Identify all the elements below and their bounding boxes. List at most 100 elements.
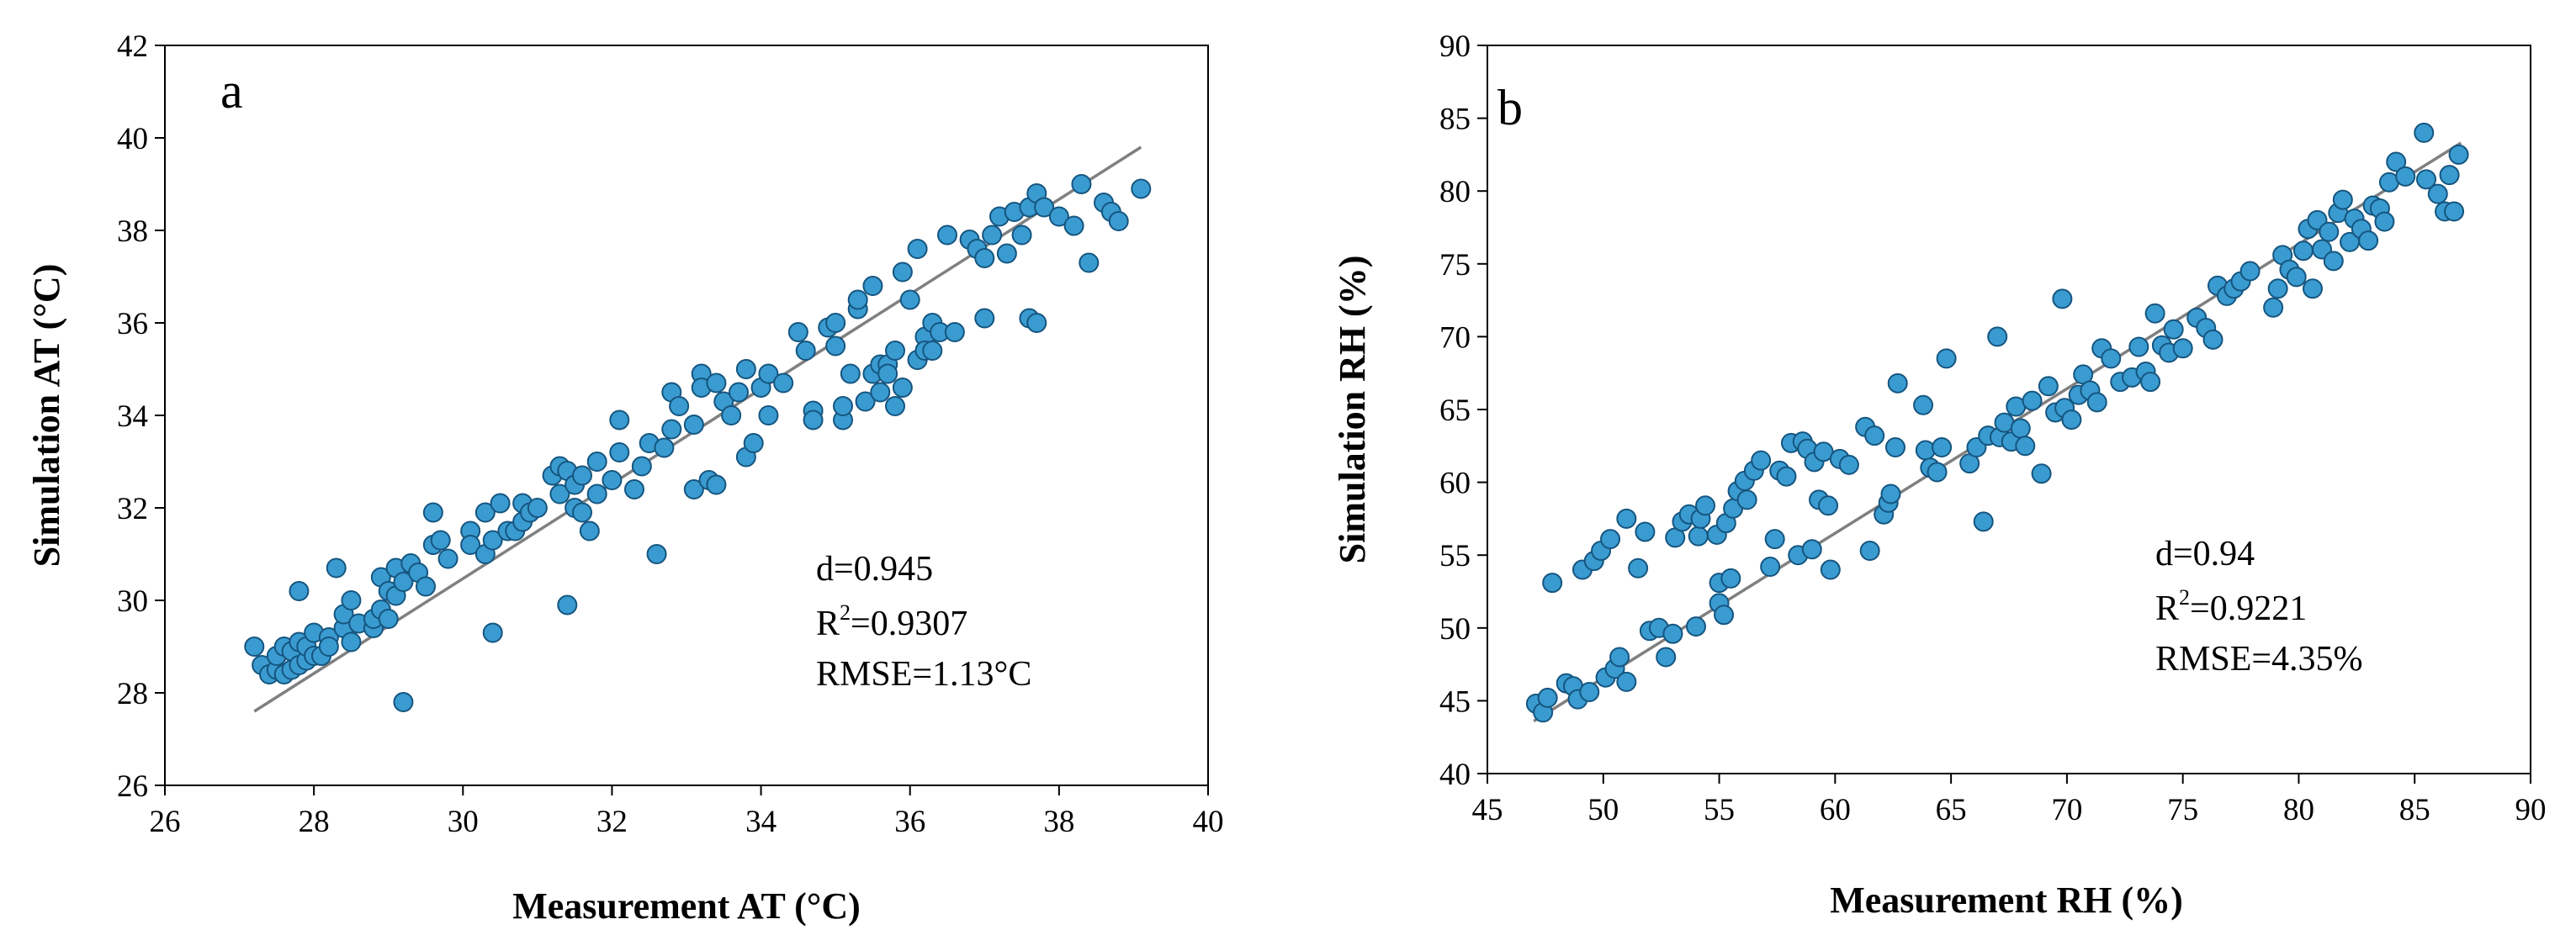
y-tick-label: 85 (1439, 103, 1471, 137)
data-point (1688, 526, 1709, 547)
stat-rmse-b: RMSE=4.35% (2155, 640, 2363, 679)
data-point (1011, 225, 1032, 246)
data-point (2052, 288, 2073, 309)
data-point (1838, 454, 1859, 475)
data-point (1079, 252, 1100, 273)
data-point (1936, 348, 1957, 369)
data-point (803, 409, 824, 431)
data-point (1714, 605, 1735, 626)
data-point (1987, 326, 2008, 347)
data-point (1760, 557, 1781, 578)
data-point (2332, 189, 2353, 210)
data-point (586, 483, 607, 505)
data-point (572, 465, 592, 486)
stat-r2-a: R2=0.9307 (816, 600, 967, 643)
x-tick-label: 85 (2399, 793, 2430, 827)
data-point (683, 479, 704, 499)
data-point (1108, 211, 1129, 231)
y-tick-label: 70 (1439, 320, 1471, 355)
stat-r2-prefix-a: R (816, 605, 840, 643)
y-tick-label: 28 (117, 677, 148, 711)
data-point (1915, 440, 1936, 461)
y-tick-label: 45 (1439, 684, 1471, 719)
data-point (2374, 211, 2395, 232)
data-point (2302, 278, 2323, 299)
data-point (557, 594, 578, 616)
stat-rmse-a: RMSE=1.13°C (816, 655, 1031, 694)
data-point (527, 498, 548, 518)
data-point (482, 530, 503, 551)
data-point (2414, 122, 2435, 143)
data-point (743, 433, 764, 453)
x-ticks-b: 45 50 55 60 65 70 75 80 85 90 (1472, 774, 2547, 827)
data-point (870, 382, 891, 403)
data-point (1026, 313, 1047, 333)
data-point (2086, 392, 2107, 413)
data-point (1887, 372, 1908, 394)
data-point (825, 313, 846, 333)
data-point (729, 382, 749, 403)
y-tick-label: 65 (1439, 394, 1471, 428)
data-point (885, 396, 905, 416)
y-tick-label: 40 (117, 122, 148, 156)
data-point (318, 637, 339, 657)
scatter-points-a (244, 174, 1152, 712)
data-point (654, 437, 675, 458)
data-point (735, 359, 756, 379)
data-point (1616, 508, 1637, 529)
y-tick-label: 90 (1439, 29, 1471, 64)
y-tick-label: 50 (1439, 612, 1471, 647)
data-point (1063, 215, 1084, 236)
data-point (907, 239, 928, 259)
y-tick-label: 60 (1439, 467, 1471, 501)
data-point (840, 363, 861, 384)
data-point (787, 322, 808, 342)
data-point (892, 262, 913, 283)
data-point (2286, 267, 2307, 288)
data-point (416, 576, 436, 597)
data-point (2395, 166, 2416, 187)
data-point (430, 530, 451, 551)
data-point (922, 341, 943, 361)
data-point (437, 548, 458, 569)
x-axis-title-a: Measurement AT (°C) (512, 885, 861, 927)
y-tick-label: 30 (117, 584, 148, 619)
data-point (825, 335, 846, 357)
data-point (1131, 178, 1152, 199)
data-point (2267, 278, 2288, 299)
y-tick-label: 75 (1439, 248, 1471, 283)
data-point (2061, 409, 2082, 431)
stat-r2-value-b: =0.9221 (2190, 589, 2307, 628)
y-tick-label: 36 (117, 307, 148, 341)
y-tick-label: 34 (117, 399, 148, 434)
stat-d-a: d=0.945 (816, 550, 933, 589)
data-point (833, 396, 853, 416)
x-tick-label: 70 (2051, 793, 2082, 827)
data-point (669, 396, 690, 416)
data-point (1537, 687, 1558, 708)
data-point (982, 225, 1003, 246)
data-point (2144, 303, 2165, 324)
y-axis-title-b: Simulation RH (%) (1332, 256, 1373, 564)
data-point (892, 378, 913, 398)
data-point (1859, 541, 1880, 562)
x-tick-label: 34 (745, 805, 777, 839)
data-point (602, 470, 623, 490)
data-point (706, 474, 727, 495)
data-point (1736, 489, 1757, 510)
data-point (244, 637, 265, 657)
x-tick-label: 60 (1820, 793, 1851, 827)
data-point (579, 520, 600, 542)
data-point (877, 363, 898, 384)
data-point (1695, 495, 1716, 516)
data-point (2386, 151, 2407, 172)
y-ticks-a: 26 28 30 32 34 36 38 40 42 (117, 29, 165, 804)
data-point (1884, 437, 1905, 458)
data-point (1932, 437, 1953, 458)
data-point (549, 483, 570, 505)
data-point (586, 452, 607, 472)
data-point (393, 692, 414, 712)
y-tick-label: 42 (117, 29, 148, 64)
data-point (847, 289, 868, 310)
